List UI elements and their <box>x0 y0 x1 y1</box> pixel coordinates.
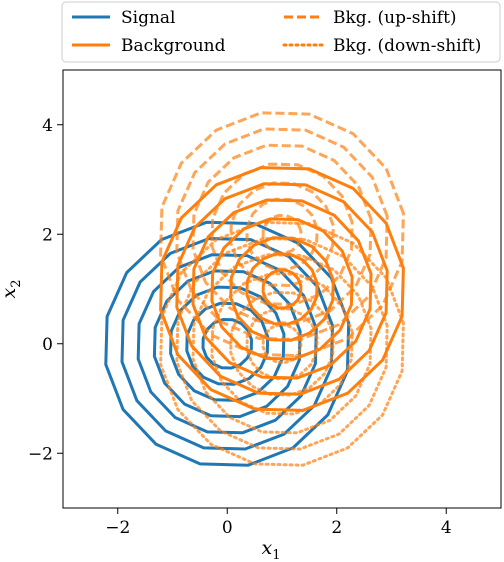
legend-label-up-shift: Bkg. (up-shift) <box>333 8 457 28</box>
y-tick-label: 4 <box>42 116 53 136</box>
contour-bkg-up-shift-0 <box>261 213 303 255</box>
contour-bkg-down-shift-4 <box>191 253 373 435</box>
contour-background-0 <box>261 268 303 310</box>
y-axis-ticks: −2 0 2 4 <box>28 116 63 464</box>
x-tick-label: 4 <box>441 518 452 538</box>
x-tick-label: 0 <box>222 518 233 538</box>
x-axis-label: x1 <box>262 537 281 562</box>
contour-bkg-up-shift-6 <box>159 111 405 358</box>
contour-signal-1 <box>185 301 270 386</box>
contour-bkg-up-shift-3 <box>210 162 354 306</box>
contour-signal-5 <box>120 237 334 451</box>
contour-background-5 <box>175 182 389 396</box>
x-axis-ticks: −2 0 2 4 <box>105 508 452 538</box>
legend-label-signal: Signal <box>121 8 176 28</box>
plot-frame <box>62 69 502 509</box>
contour-signal-0 <box>201 318 253 370</box>
contour-bkg-down-shift-0 <box>261 323 303 365</box>
x-tick-label: −2 <box>105 518 130 538</box>
legend-label-background: Background <box>121 36 226 56</box>
contour-bkg-down-shift-3 <box>210 272 354 416</box>
legend-frame <box>61 1 501 63</box>
legend-label-down-shift: Bkg. (down-shift) <box>333 36 481 56</box>
contour-background-2 <box>229 236 335 342</box>
contour-signal-6 <box>104 220 351 467</box>
contour-layer <box>104 111 405 467</box>
contour-background-4 <box>191 198 373 380</box>
contour-background-1 <box>245 252 319 326</box>
y-tick-label: 0 <box>42 335 53 355</box>
y-tick-label: 2 <box>42 225 53 245</box>
contour-bkg-down-shift-5 <box>175 237 389 451</box>
svg-text:x2: x2 <box>0 280 24 299</box>
y-axis-label: x2 <box>0 280 24 299</box>
svg-text:x1: x1 <box>262 537 281 562</box>
x-tick-label: 2 <box>331 518 342 538</box>
contour-background-3 <box>210 217 354 361</box>
contour-bkg-up-shift-5 <box>175 127 389 341</box>
contour-background-6 <box>159 166 405 412</box>
contour-signal-4 <box>136 253 318 435</box>
y-tick-label: −2 <box>28 444 53 464</box>
legend: Signal Background Bkg. (up-shift) Bkg. (… <box>61 1 501 63</box>
